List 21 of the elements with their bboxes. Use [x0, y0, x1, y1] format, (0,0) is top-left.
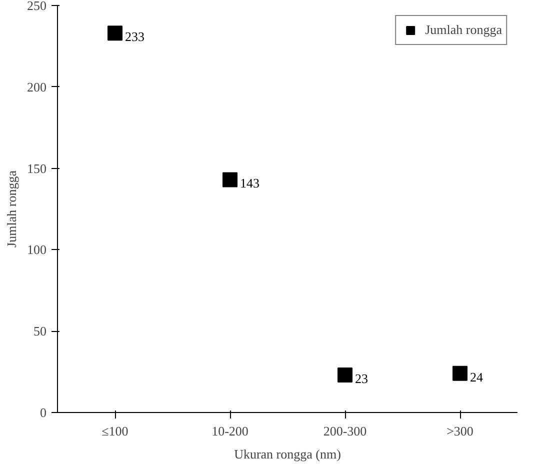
x-tick-label: 10-200 — [212, 424, 248, 438]
legend-label: Jumlah rongga — [425, 22, 502, 38]
x-tick-label: 200-300 — [323, 424, 367, 438]
y-tick-label: 0 — [40, 405, 46, 420]
point — [222, 172, 238, 188]
point — [338, 368, 352, 383]
x-tick-label: >300 — [446, 424, 474, 438]
y-tick-label: 150 — [27, 160, 46, 176]
x-axis-title: Ukuran rongga (nm) — [234, 446, 341, 462]
y-tick-label: 200 — [27, 79, 46, 94]
point — [452, 366, 468, 381]
y-tick-label: 100 — [27, 242, 46, 258]
y-tick-label: 250 — [27, 0, 46, 13]
data-label: 233 — [125, 29, 144, 44]
y-axis-title: Jumlah rongga — [4, 170, 19, 248]
point — [108, 26, 122, 41]
data-label: 24 — [470, 369, 484, 384]
data-label: 143 — [240, 176, 260, 191]
x-tick-label: ≤100 — [102, 424, 128, 438]
y-tick-label: 50 — [34, 324, 46, 339]
data-label: 23 — [355, 371, 368, 386]
